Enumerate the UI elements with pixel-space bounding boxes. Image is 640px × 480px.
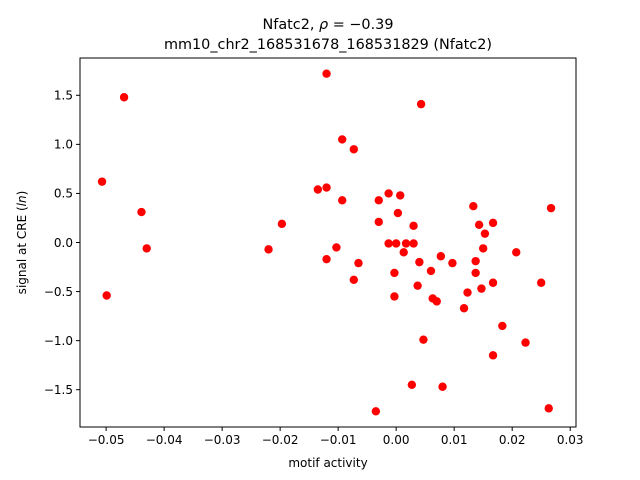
x-tick-label: −0.05: [88, 433, 125, 447]
data-point: [512, 248, 521, 257]
data-point: [448, 258, 457, 268]
data-point: [477, 284, 486, 293]
data-point: [415, 257, 424, 267]
x-tick-label: −0.02: [262, 433, 299, 447]
data-point: [119, 93, 129, 102]
data-point: [480, 229, 490, 238]
data-point: [536, 278, 546, 287]
data-point: [322, 69, 331, 78]
data-point: [390, 292, 399, 301]
data-point: [463, 288, 472, 297]
x-tick-label: 0.01: [441, 433, 468, 447]
data-point: [426, 266, 436, 276]
data-point: [97, 177, 107, 186]
data-point: [338, 196, 347, 205]
y-tick-label: −1.0: [44, 334, 73, 348]
data-point: [349, 275, 359, 284]
data-point: [413, 281, 422, 290]
y-axis-label: signal at CRE (ln): [15, 191, 29, 295]
data-point: [471, 268, 480, 278]
data-point: [478, 244, 488, 253]
data-point: [264, 245, 273, 254]
data-point: [546, 203, 556, 213]
data-point: [102, 291, 111, 300]
y-axis-ticks: −1.5 −1.0 −0.5 0.0 0.5 1.0 1.5: [44, 89, 80, 397]
x-tick-label: −0.04: [146, 433, 183, 447]
data-point: [544, 404, 553, 413]
data-point: [488, 218, 498, 228]
data-point: [407, 380, 417, 389]
data-point: [498, 321, 507, 331]
data-point: [521, 338, 530, 347]
x-tick-label: 0.03: [557, 433, 584, 447]
x-tick-label: −0.01: [320, 433, 357, 447]
data-point: [354, 258, 363, 268]
x-axis-label: motif activity: [288, 456, 367, 470]
data-point: [374, 217, 383, 227]
data-point: [416, 99, 426, 109]
plot-frame: [79, 57, 577, 428]
data-point: [396, 191, 405, 200]
x-axis-ticks: −0.05 −0.04 −0.03 −0.02 −0.01 0.00 0.01 0.02 0.0…: [88, 427, 584, 447]
data-point: [469, 201, 478, 211]
data-point: [409, 239, 418, 248]
y-tick-label: 0.0: [54, 236, 73, 250]
y-tick-label: 0.5: [54, 187, 73, 201]
data-point: [488, 351, 498, 360]
data-point: [471, 256, 480, 266]
data-point: [332, 243, 341, 252]
data-point: [390, 268, 399, 278]
x-tick-label: 0.02: [499, 433, 526, 447]
data-point: [409, 221, 418, 231]
data-point: [419, 335, 428, 344]
data-point: [399, 248, 408, 257]
data-point: [432, 297, 441, 306]
data-point: [401, 239, 411, 248]
data-point: [322, 183, 331, 192]
data-point: [393, 208, 403, 218]
data-point: [349, 145, 359, 154]
x-tick-label: 0.00: [383, 433, 410, 447]
y-tick-label: −0.5: [44, 285, 73, 299]
data-point: [313, 185, 323, 194]
data-point: [371, 407, 381, 416]
chart-title-line2: mm10_chr2_168531678_168531829 (Nfatc2): [164, 37, 492, 53]
data-point: [277, 219, 287, 229]
data-point: [142, 244, 151, 253]
data-point: [338, 135, 347, 144]
chart-title-line1: Nfatc2, ρ = −0.39: [263, 17, 394, 33]
data-point: [322, 254, 331, 264]
data-point: [459, 304, 469, 313]
y-tick-label: 1.0: [54, 138, 73, 152]
data-point: [384, 189, 393, 198]
data-point: [374, 196, 383, 205]
data-point: [384, 239, 393, 248]
data-point: [488, 278, 498, 287]
data-points: [97, 69, 556, 416]
data-point: [474, 220, 484, 230]
data-point: [438, 382, 447, 391]
y-tick-label: 1.5: [54, 89, 73, 103]
y-tick-label: −1.5: [44, 383, 73, 397]
x-tick-label: −0.03: [204, 433, 241, 447]
data-point: [436, 252, 446, 261]
data-point: [137, 207, 146, 217]
data-point: [391, 239, 401, 248]
